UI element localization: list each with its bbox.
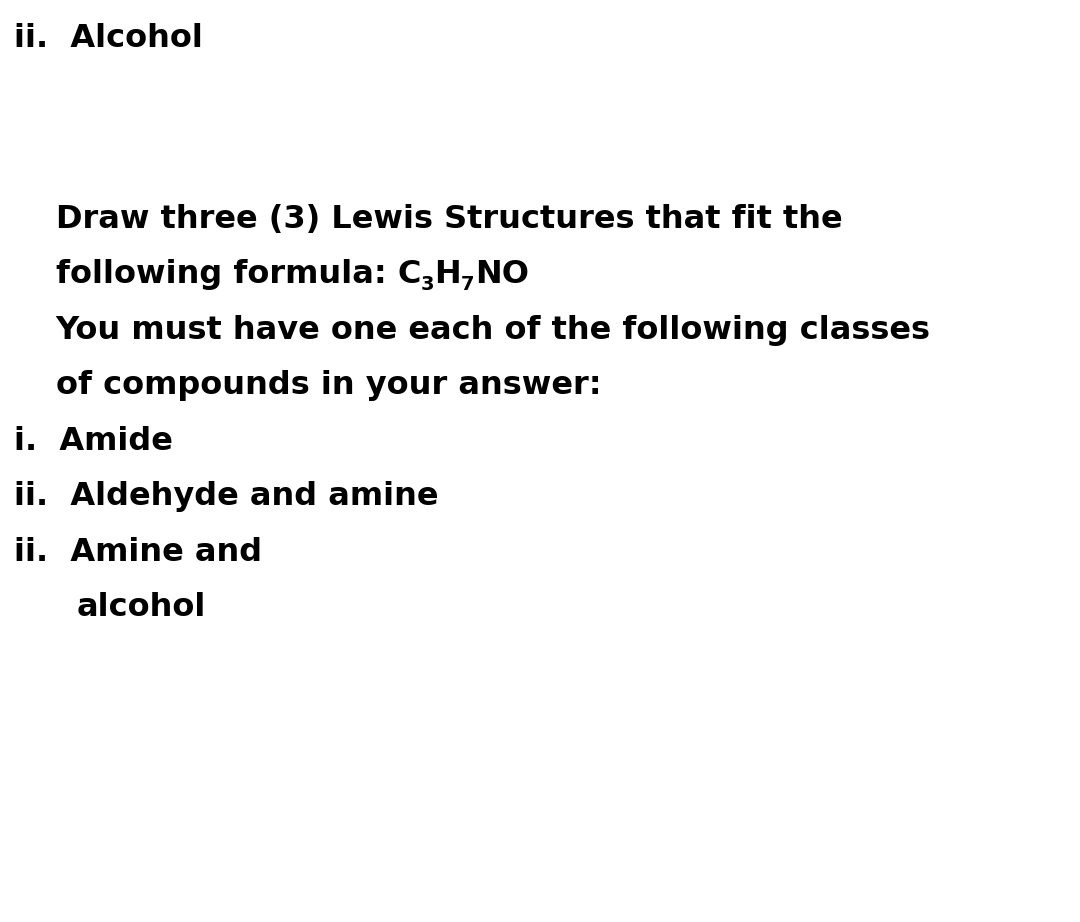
Text: You must have one each of the following classes: You must have one each of the following … xyxy=(55,314,931,346)
Text: ii.  Alcohol: ii. Alcohol xyxy=(14,23,203,54)
Text: Draw three (3) Lewis Structures that fit the: Draw three (3) Lewis Structures that fit… xyxy=(55,204,842,234)
Text: of compounds in your answer:: of compounds in your answer: xyxy=(55,371,602,401)
Text: ii.  Aldehyde and amine: ii. Aldehyde and amine xyxy=(14,481,438,513)
Text: 3: 3 xyxy=(421,275,434,294)
Text: i.  Amide: i. Amide xyxy=(14,426,173,456)
Text: 7: 7 xyxy=(461,275,475,294)
Text: NO: NO xyxy=(475,259,529,290)
Text: alcohol: alcohol xyxy=(77,593,206,623)
Text: following formula: C: following formula: C xyxy=(55,259,421,290)
Text: ii.  Amine and: ii. Amine and xyxy=(14,537,262,568)
Text: H: H xyxy=(434,259,461,290)
